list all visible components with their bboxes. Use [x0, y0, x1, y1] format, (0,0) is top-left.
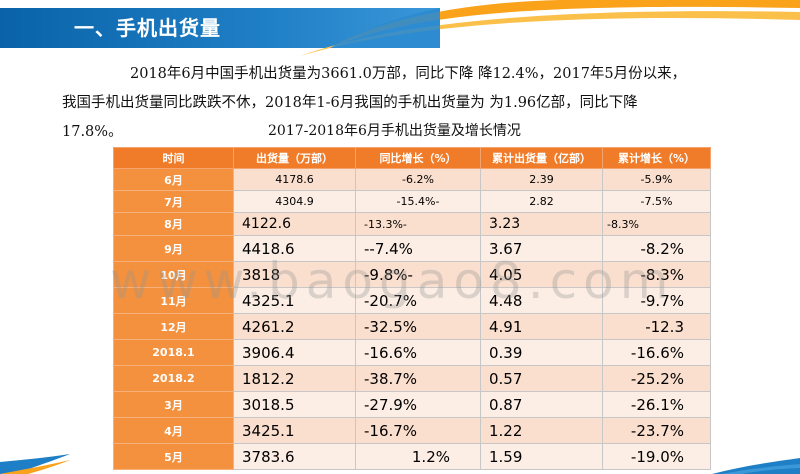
- table-row: 5月 3783.6 1.2% 1.59 -19.0%: [113, 443, 711, 470]
- table-row: 11月 4325.1 -20.7% 4.48 -9.7%: [113, 287, 711, 314]
- cell-cumulative: 0.87: [480, 391, 603, 418]
- row-time: 8月: [113, 212, 234, 236]
- table-row: 2018.2 1812.2 -38.7% 0.57 -25.2%: [113, 365, 711, 392]
- cell-yoy: -6.2%: [355, 168, 481, 191]
- cell-yoy: -13.3%-: [355, 212, 481, 236]
- cell-cumulative-growth: -19.0%: [602, 443, 711, 470]
- row-time: 9月: [113, 235, 234, 262]
- cell-shipments: 4122.6: [233, 212, 356, 236]
- cell-shipments: 4178.6: [233, 168, 356, 191]
- cell-cumulative: 1.22: [480, 417, 603, 444]
- header-time: 时间: [113, 147, 234, 169]
- cell-shipments: 3818: [233, 261, 356, 288]
- cell-cumulative: 4.48: [480, 287, 603, 314]
- table-header-row: 时间 出货量（万部） 同比增长（%） 累计出货量（亿部） 累计增长（%）: [113, 147, 711, 169]
- cell-yoy: -38.7%: [355, 365, 481, 392]
- cell-cumulative: 3.23: [480, 212, 603, 236]
- cell-cumulative-growth: -16.6%: [602, 339, 711, 366]
- cell-yoy: -9.8%-: [355, 261, 481, 288]
- table-row: 8月 4122.6 -13.3%- 3.23 -8.3%: [113, 212, 711, 236]
- cell-cumulative: 0.57: [480, 365, 603, 392]
- table-row: 10月 3818 -9.8%- 4.05 -8.3%: [113, 261, 711, 288]
- cell-yoy: -15.4%-: [355, 190, 481, 213]
- cell-cumulative-growth: -23.7%: [602, 417, 711, 444]
- cell-shipments: 4418.6: [233, 235, 356, 262]
- paragraph-line-2: 我国手机出货量同比跌跌不休，2018年1-6月我国的手机出货量为 为1.96亿部…: [62, 95, 638, 111]
- cell-shipments: 4325.1: [233, 287, 356, 314]
- cell-shipments: 1812.2: [233, 365, 356, 392]
- row-time: 2018.2: [113, 365, 234, 392]
- cell-cumulative: 2.39: [480, 168, 603, 191]
- row-time: 4月: [113, 417, 234, 444]
- cell-yoy: -27.9%: [355, 391, 481, 418]
- cell-shipments: 3018.5: [233, 391, 356, 418]
- cell-cumulative-growth: -26.1%: [602, 391, 711, 418]
- cell-cumulative-growth: -9.7%: [602, 287, 711, 314]
- cell-yoy: --7.4%: [355, 235, 481, 262]
- cell-cumulative-growth: -7.5%: [602, 190, 711, 213]
- row-time: 12月: [113, 313, 234, 340]
- row-time: 10月: [113, 261, 234, 288]
- footer-swoosh-left: [0, 454, 70, 474]
- cell-cumulative-growth: -8.3%: [602, 212, 711, 236]
- cell-cumulative: 4.91: [480, 313, 603, 340]
- cell-yoy: -20.7%: [355, 287, 481, 314]
- header-banner: 一、手机出货量: [0, 0, 800, 56]
- cell-cumulative-growth: -8.2%: [602, 235, 711, 262]
- row-time: 7月: [113, 190, 234, 213]
- table-caption: 2017-2018年6月手机出货量及增长情况: [268, 123, 521, 139]
- row-time: 2018.1: [113, 339, 234, 366]
- header-cumulative-shipments: 累计出货量（亿部）: [480, 147, 603, 169]
- header-cumulative-growth: 累计增长（%）: [602, 147, 711, 169]
- table-row: 9月 4418.6 --7.4% 3.67 -8.2%: [113, 235, 711, 262]
- banner-swoosh: [300, 0, 800, 56]
- header-shipments: 出货量（万部）: [233, 147, 356, 169]
- paragraph-line-1: 2018年6月中国手机出货量为3661.0万部，同比下降 降12.4%，2017…: [130, 66, 687, 82]
- cell-cumulative: 4.05: [480, 261, 603, 288]
- row-time: 3月: [113, 391, 234, 418]
- cell-shipments: 3783.6: [233, 443, 356, 470]
- cell-cumulative-growth: -5.9%: [602, 168, 711, 191]
- cell-shipments: 4261.2: [233, 313, 356, 340]
- table-row: 12月 4261.2 -32.5% 4.91 -12.3: [113, 313, 711, 340]
- cell-cumulative-growth: -25.2%: [602, 365, 711, 392]
- cell-yoy: -32.5%: [355, 313, 481, 340]
- cell-yoy: -16.6%: [355, 339, 481, 366]
- cell-cumulative: 2.82: [480, 190, 603, 213]
- cell-shipments: 4304.9: [233, 190, 356, 213]
- intro-paragraph: 2018年6月中国手机出货量为3661.0万部，同比下降 降12.4%，2017…: [62, 60, 736, 147]
- row-time: 11月: [113, 287, 234, 314]
- cell-yoy: 1.2%: [355, 443, 481, 470]
- shipment-table: 时间 出货量（万部） 同比增长（%） 累计出货量（亿部） 累计增长（%） 6月 …: [113, 147, 711, 470]
- table-row: 3月 3018.5 -27.9% 0.87 -26.1%: [113, 391, 711, 418]
- cell-cumulative: 3.67: [480, 235, 603, 262]
- table-row: 4月 3425.1 -16.7% 1.22 -23.7%: [113, 417, 711, 444]
- cell-cumulative: 0.39: [480, 339, 603, 366]
- row-time: 5月: [113, 443, 234, 470]
- cell-shipments: 3906.4: [233, 339, 356, 366]
- footer-swoosh-right: [712, 458, 800, 474]
- cell-cumulative-growth: -8.3%: [602, 261, 711, 288]
- row-time: 6月: [113, 168, 234, 191]
- cell-yoy: -16.7%: [355, 417, 481, 444]
- cell-shipments: 3425.1: [233, 417, 356, 444]
- section-title: 一、手机出货量: [74, 16, 221, 40]
- paragraph-line-3: 17.8%。: [62, 124, 123, 140]
- cell-cumulative: 1.59: [480, 443, 603, 470]
- header-yoy-growth: 同比增长（%）: [355, 147, 481, 169]
- table-row: 6月 4178.6 -6.2% 2.39 -5.9%: [113, 168, 711, 191]
- cell-cumulative-growth: -12.3: [602, 313, 711, 340]
- table-row: 7月 4304.9 -15.4%- 2.82 -7.5%: [113, 190, 711, 213]
- table-row: 2018.1 3906.4 -16.6% 0.39 -16.6%: [113, 339, 711, 366]
